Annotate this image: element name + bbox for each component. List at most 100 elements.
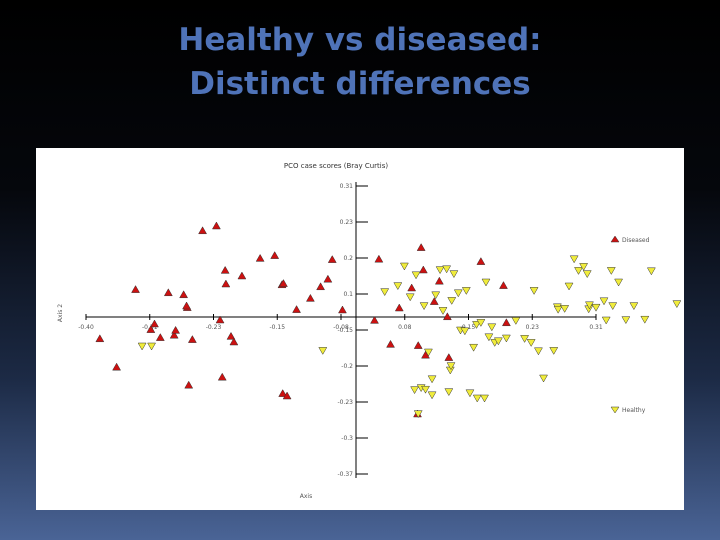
- y-tick-label: -0.15: [337, 327, 353, 334]
- point-healthy: [582, 270, 592, 279]
- point-diseased: [155, 333, 165, 341]
- point-diseased: [416, 243, 426, 251]
- point-healthy: [399, 262, 409, 271]
- point-diseased: [279, 279, 288, 287]
- point-diseased: [442, 312, 452, 321]
- point-healthy: [601, 316, 611, 325]
- point-healthy: [461, 287, 471, 295]
- x-tick-label: -0.15: [269, 324, 285, 331]
- point-healthy: [574, 267, 583, 275]
- point-diseased: [187, 335, 197, 343]
- legend-healthy-label: Healthy: [622, 407, 646, 414]
- point-healthy: [447, 297, 457, 305]
- point-healthy: [465, 389, 475, 398]
- point-healthy: [410, 386, 420, 395]
- point-healthy: [427, 391, 437, 400]
- y-tick-label: 0.1: [343, 291, 353, 298]
- point-healthy: [606, 267, 616, 275]
- point-healthy: [318, 347, 328, 355]
- point-healthy: [553, 305, 563, 314]
- legend: Diseased Healthy: [610, 235, 650, 414]
- title-line-2: Distinct differences: [189, 66, 531, 102]
- point-diseased: [229, 337, 239, 346]
- point-diseased: [198, 226, 208, 235]
- point-healthy: [529, 287, 539, 295]
- point-diseased: [112, 362, 122, 371]
- slide-title: Healthy vs diseased: Distinct difference…: [0, 18, 720, 106]
- point-healthy: [476, 319, 486, 327]
- point-diseased: [394, 303, 404, 312]
- y-tick-label: 0.31: [340, 183, 354, 190]
- point-healthy: [526, 339, 536, 347]
- point-diseased: [407, 283, 417, 292]
- y-tick-label: -0.3: [341, 435, 353, 442]
- point-healthy: [421, 385, 430, 394]
- point-diseased: [386, 339, 395, 348]
- point-diseased: [211, 221, 221, 230]
- point-healthy: [520, 335, 530, 343]
- point-diseased: [413, 341, 423, 349]
- point-diseased: [327, 255, 337, 263]
- y-tick-label: -0.23: [337, 399, 353, 406]
- point-healthy: [472, 321, 481, 329]
- legend-diseased-label: Diseased: [622, 237, 650, 244]
- point-healthy: [449, 270, 459, 279]
- point-diseased: [182, 301, 191, 310]
- point-diseased: [374, 254, 384, 263]
- data-points: [95, 221, 682, 419]
- x-tick-label: 0.08: [398, 324, 412, 331]
- point-diseased: [429, 297, 439, 305]
- x-tick-label: 0.15: [462, 324, 476, 331]
- point-diseased: [131, 285, 140, 293]
- scatter-plot-panel: PCO case scores (Bray Curtis) Axis Axis …: [36, 148, 684, 510]
- x-tick-label: 0.23: [526, 324, 540, 331]
- point-healthy: [585, 301, 594, 310]
- point-healthy: [469, 343, 479, 352]
- title-line-1: Healthy vs diseased:: [178, 22, 542, 58]
- point-healthy: [672, 300, 682, 309]
- point-diseased: [169, 330, 179, 339]
- point-diseased: [316, 282, 326, 291]
- point-diseased: [501, 318, 511, 327]
- point-healthy: [431, 291, 441, 300]
- point-diseased: [150, 319, 159, 328]
- point-diseased: [292, 305, 301, 313]
- point-diseased: [370, 315, 379, 324]
- point-healthy: [419, 302, 429, 311]
- point-healthy: [569, 255, 579, 264]
- point-healthy: [591, 303, 601, 312]
- legend-diseased-marker: [610, 235, 620, 243]
- point-diseased: [171, 325, 181, 334]
- point-diseased: [215, 315, 225, 324]
- point-diseased: [444, 353, 454, 361]
- y-tick-label: -0.37: [337, 471, 353, 478]
- axis-ticks: -0.40-0.31-0.23-0.15-0.080.080.150.230.3…: [78, 183, 603, 478]
- y-tick-label: 0.23: [340, 219, 354, 226]
- point-diseased: [237, 271, 247, 280]
- point-diseased: [282, 391, 292, 400]
- point-diseased: [305, 293, 315, 302]
- y-tick-label: -0.2: [341, 363, 353, 370]
- point-healthy: [560, 305, 570, 313]
- scatter-plot-svg: PCO case scores (Bray Curtis) Axis Axis …: [57, 162, 682, 500]
- point-healthy: [599, 297, 609, 306]
- point-healthy: [472, 394, 482, 403]
- point-diseased: [499, 281, 508, 289]
- point-healthy: [564, 282, 574, 291]
- point-diseased: [179, 290, 189, 299]
- chart-title: PCO case scores (Bray Curtis): [284, 162, 388, 170]
- point-healthy: [640, 315, 650, 324]
- point-healthy: [438, 307, 448, 315]
- y-axis-label: Axis 2: [57, 304, 64, 322]
- point-diseased: [226, 331, 236, 340]
- point-diseased: [418, 265, 428, 274]
- point-diseased: [163, 288, 173, 297]
- point-healthy: [487, 323, 497, 332]
- point-diseased: [184, 380, 194, 389]
- point-healthy: [380, 288, 390, 297]
- point-healthy: [608, 302, 618, 311]
- point-diseased: [95, 334, 105, 343]
- x-tick-label: 0.31: [589, 324, 603, 331]
- x-axis-label: Axis: [300, 493, 312, 500]
- point-healthy: [137, 342, 147, 351]
